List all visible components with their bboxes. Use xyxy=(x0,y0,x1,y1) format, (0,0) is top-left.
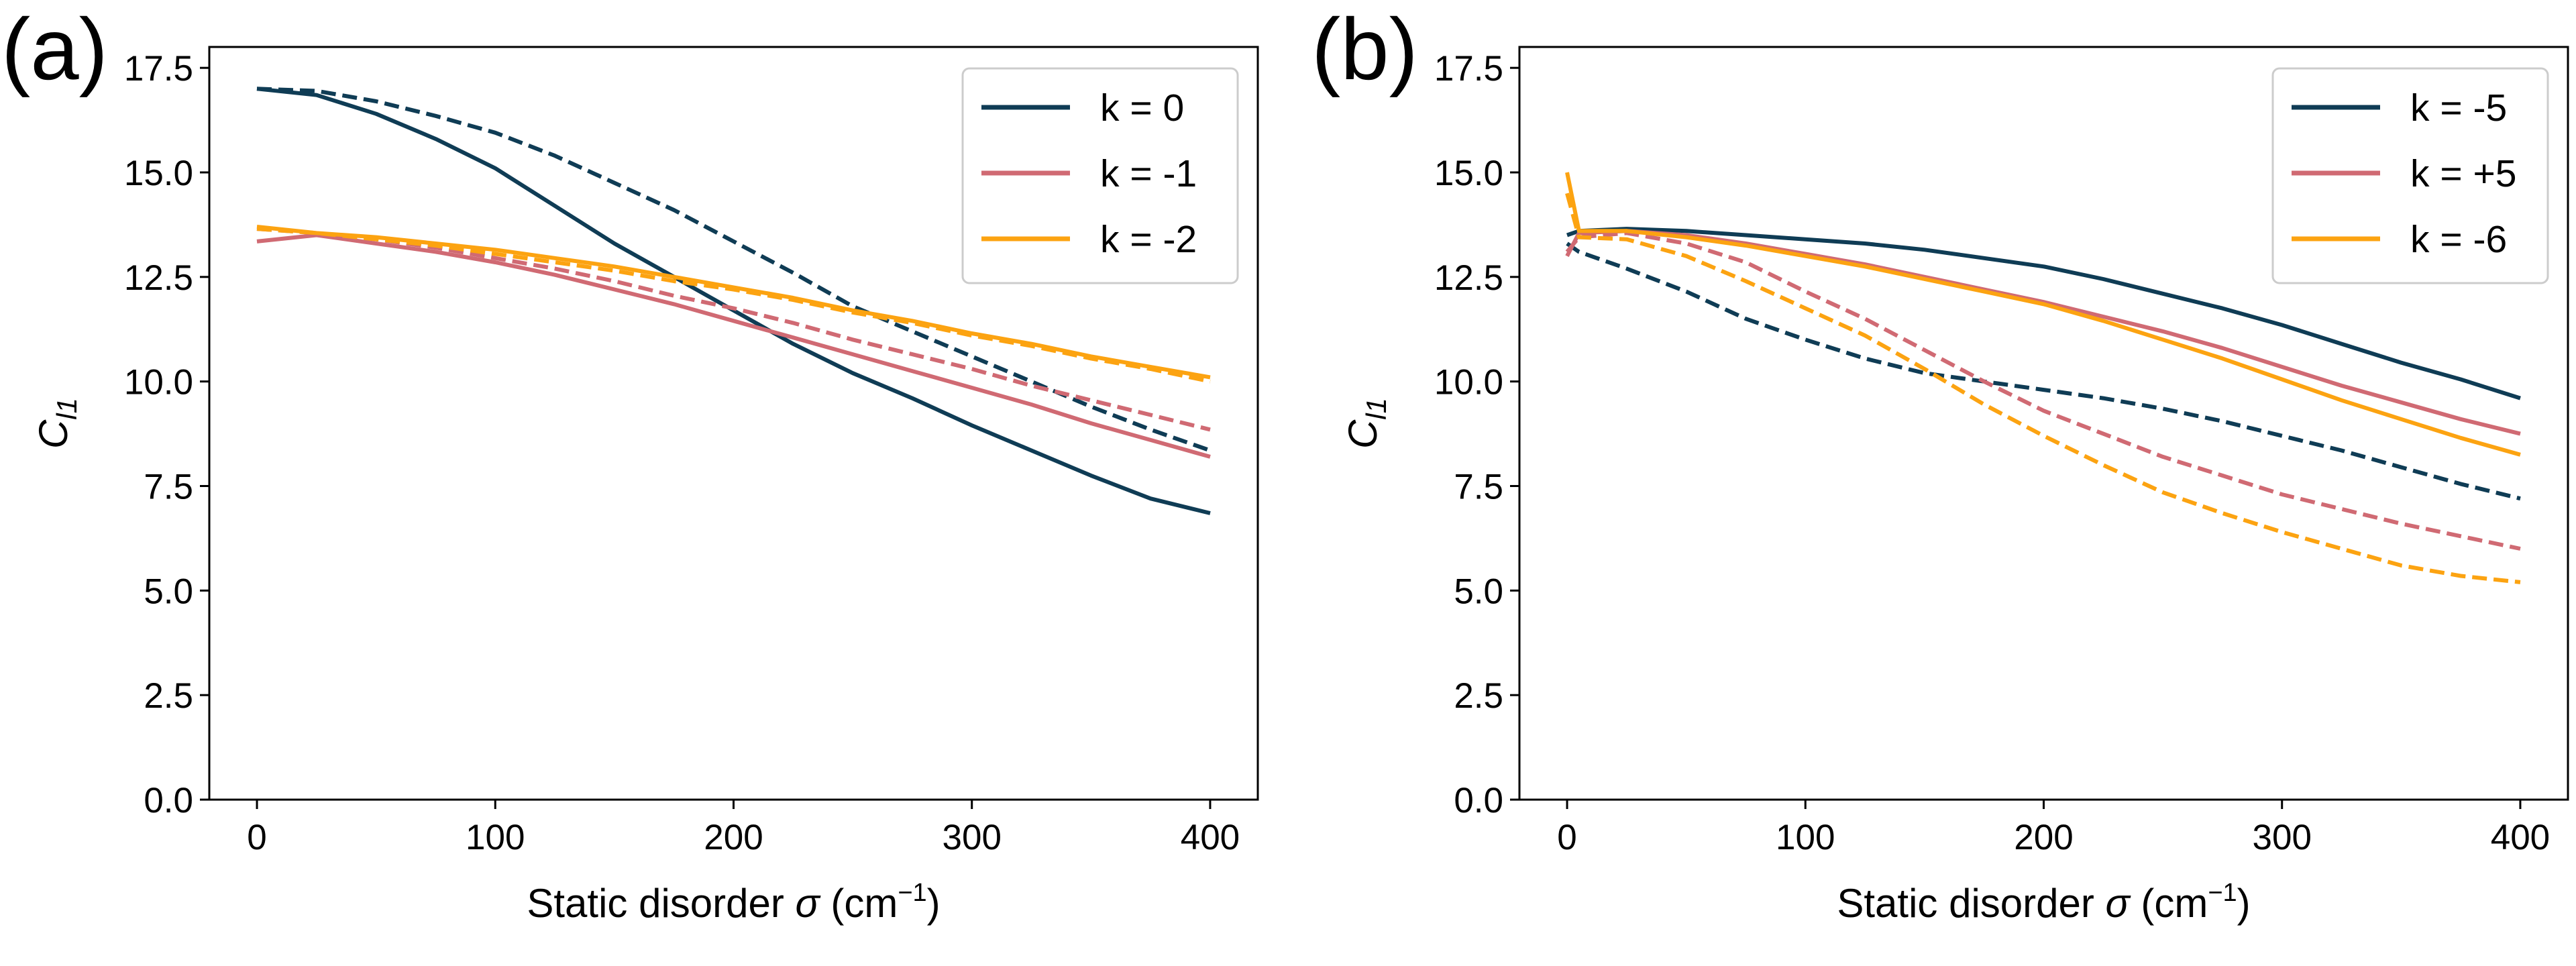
x-axis-a: 0 100 200 300 400 xyxy=(247,800,1240,857)
legend-label: k = -2 xyxy=(1100,218,1197,261)
y-tick-label: 12.5 xyxy=(124,258,193,298)
series-lines-a xyxy=(256,87,1211,515)
panel-label-a: (a) xyxy=(1,0,108,98)
legend-b: k = -5 k = +5 k = -6 xyxy=(2271,67,2549,284)
y-tick-label: 15.0 xyxy=(1434,154,1503,193)
y-tick-label: 0.0 xyxy=(144,781,193,820)
y-tick-label: 2.5 xyxy=(1454,676,1503,716)
panel-b: 0.0 2.5 5.0 7.5 10.0 12.5 15.0 17.5 0 100 200 300 4… xyxy=(1311,0,2569,926)
x-axis-b: 0 100 200 300 400 xyxy=(1557,800,2550,857)
legend-a: k = 0 k = -1 k = -2 xyxy=(961,67,1239,284)
y-tick-label: 17.5 xyxy=(124,49,193,89)
series-line-solid xyxy=(256,87,1211,515)
legend-label: k = -5 xyxy=(2410,87,2507,129)
x-tick-label: 100 xyxy=(1776,818,1835,857)
series-line-dashed xyxy=(1565,231,2521,551)
series-line-solid xyxy=(256,225,1211,380)
x-tick-label: 100 xyxy=(466,818,525,857)
legend-label: k = +5 xyxy=(2410,152,2516,195)
x-tick-label: 0 xyxy=(1557,818,1576,857)
y-tick-label: 5.0 xyxy=(1454,572,1503,611)
x-axis-title-b: Static disorder σ (cm−1) xyxy=(1837,879,2250,926)
legend-label: k = -1 xyxy=(1100,152,1197,195)
y-tick-label: 15.0 xyxy=(124,154,193,193)
x-tick-label: 200 xyxy=(704,818,763,857)
series-line-solid xyxy=(1565,172,2521,457)
panel-label-b: (b) xyxy=(1311,0,1418,98)
y-tick-label: 7.5 xyxy=(1454,468,1503,507)
series-line-solid xyxy=(1566,227,2521,400)
y-axis-b: 0.0 2.5 5.0 7.5 10.0 12.5 15.0 17.5 xyxy=(1434,49,1519,820)
panel-a: 0.0 2.5 5.0 7.5 10.0 12.5 15.0 17.5 0 100 200 300 4… xyxy=(1,0,1259,926)
y-axis-title-a: Cl1 xyxy=(31,398,83,449)
y-axis-a: 0.0 2.5 5.0 7.5 10.0 12.5 15.0 17.5 xyxy=(124,49,209,820)
legend-box-b xyxy=(2271,67,2549,284)
legend-label: k = -6 xyxy=(2410,218,2507,261)
x-tick-label: 0 xyxy=(247,818,266,857)
x-tick-label: 200 xyxy=(2014,818,2073,857)
series-lines-b xyxy=(1565,172,2521,584)
y-tick-label: 0.0 xyxy=(1454,781,1503,820)
series-line-dashed xyxy=(256,87,1211,453)
x-tick-label: 300 xyxy=(2253,818,2312,857)
series-line-dashed xyxy=(1565,193,2521,584)
x-tick-label: 300 xyxy=(943,818,1002,857)
y-tick-label: 7.5 xyxy=(144,468,193,507)
series-line-solid xyxy=(256,233,1211,459)
y-tick-label: 12.5 xyxy=(1434,258,1503,298)
series-line-dashed xyxy=(256,227,1211,384)
y-tick-label: 5.0 xyxy=(144,572,193,611)
y-axis-title-b: Cl1 xyxy=(1340,398,1392,449)
legend-box-a xyxy=(961,67,1239,284)
y-tick-label: 10.0 xyxy=(1434,363,1503,402)
y-tick-label: 17.5 xyxy=(1434,49,1503,89)
y-tick-label: 10.0 xyxy=(124,363,193,402)
x-tick-label: 400 xyxy=(1181,818,1240,857)
x-tick-label: 400 xyxy=(2491,818,2550,857)
x-axis-title-a: Static disorder σ (cm−1) xyxy=(527,879,940,926)
series-line-dashed xyxy=(1566,241,2521,501)
y-tick-label: 2.5 xyxy=(144,676,193,716)
legend-label: k = 0 xyxy=(1100,87,1184,129)
